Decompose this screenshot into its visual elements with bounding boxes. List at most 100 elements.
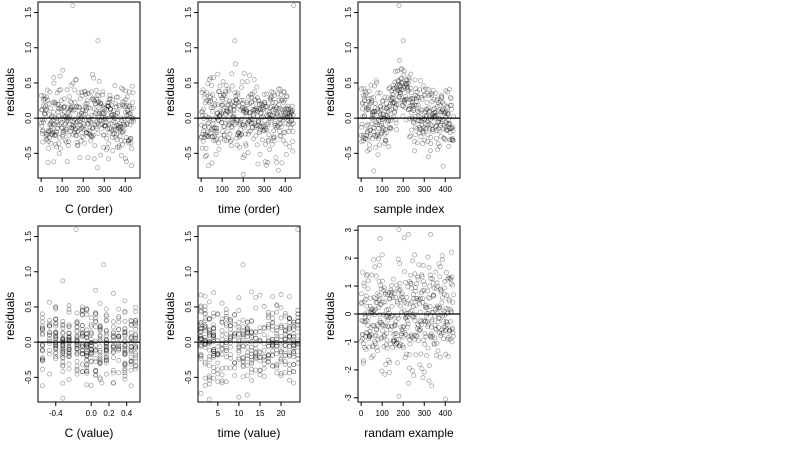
- data-point: [227, 344, 233, 350]
- data-point: [231, 106, 237, 112]
- data-point: [374, 300, 380, 305]
- data-point: [440, 163, 446, 169]
- data-point: [446, 121, 452, 126]
- data-point: [265, 310, 271, 315]
- data-point: [291, 349, 297, 355]
- data-point: [428, 275, 434, 281]
- data-point: [224, 108, 230, 114]
- data-point: [424, 353, 430, 359]
- data-point: [414, 89, 420, 95]
- data-point: [249, 366, 254, 372]
- data-point: [404, 86, 410, 92]
- data-point: [360, 138, 366, 144]
- data-point: [53, 346, 59, 352]
- data-point: [115, 124, 121, 130]
- data-point: [93, 310, 99, 316]
- data-point: [436, 143, 442, 149]
- data-point: [272, 123, 278, 128]
- data-point: [242, 106, 248, 112]
- data-point: [257, 349, 263, 355]
- data-point: [405, 87, 411, 93]
- data-point: [128, 383, 134, 389]
- data-point: [211, 326, 217, 332]
- data-point: [46, 146, 51, 151]
- data-point: [110, 342, 116, 348]
- data-point: [55, 109, 61, 115]
- data-point: [230, 98, 236, 104]
- data-point: [401, 68, 407, 74]
- data-point: [436, 119, 442, 125]
- data-point: [408, 127, 414, 133]
- data-point: [219, 319, 225, 325]
- data-point: [382, 371, 388, 377]
- data-point: [83, 130, 89, 135]
- data-point: [84, 312, 90, 318]
- data-point: [87, 128, 93, 134]
- data-point: [270, 343, 276, 349]
- data-point: [128, 322, 134, 328]
- data-point: [227, 323, 233, 329]
- data-point: [215, 71, 221, 77]
- data-point: [362, 88, 368, 94]
- data-point: [278, 323, 284, 329]
- data-point: [386, 369, 392, 375]
- data-point: [128, 358, 134, 364]
- data-point: [227, 319, 233, 324]
- data-point: [252, 97, 258, 102]
- data-point: [238, 127, 244, 133]
- data-point: [270, 294, 276, 300]
- data-point: [227, 330, 233, 336]
- data-point: [122, 361, 128, 367]
- data-point: [204, 153, 210, 158]
- data-point: [244, 79, 250, 85]
- data-point: [223, 348, 229, 354]
- data-point: [394, 299, 400, 304]
- data-point: [227, 335, 233, 341]
- data-point: [253, 351, 259, 357]
- data-point: [261, 354, 267, 360]
- data-point: [249, 351, 254, 357]
- data-point: [133, 335, 139, 341]
- data-point: [223, 112, 229, 118]
- data-point: [373, 299, 379, 305]
- data-point: [50, 132, 55, 137]
- data-point: [418, 126, 424, 132]
- data-point: [85, 105, 91, 111]
- data-point: [419, 122, 425, 128]
- data-point: [387, 125, 393, 131]
- data-point: [431, 285, 437, 291]
- data-point: [86, 91, 92, 97]
- data-point: [423, 302, 429, 308]
- data-point: [199, 122, 205, 128]
- data-point: [295, 325, 300, 331]
- data-point: [375, 109, 381, 114]
- data-point: [49, 130, 55, 136]
- data-point: [91, 106, 97, 112]
- data-point: [386, 86, 392, 92]
- data-point: [228, 137, 234, 143]
- data-point: [262, 126, 268, 132]
- data-point: [270, 135, 276, 141]
- data-point: [440, 107, 446, 113]
- data-point: [253, 353, 259, 359]
- data-point: [79, 133, 85, 139]
- data-point: [39, 107, 45, 113]
- data-point: [433, 326, 439, 332]
- data-point: [278, 315, 284, 321]
- data-point: [105, 104, 111, 109]
- data-point: [244, 100, 250, 106]
- data-point: [450, 330, 456, 336]
- data-point: [407, 106, 413, 112]
- data-point: [394, 282, 399, 288]
- data-point: [413, 288, 419, 294]
- data-point: [117, 124, 123, 130]
- data-point: [227, 316, 233, 322]
- data-point: [360, 135, 366, 140]
- data-point: [256, 119, 262, 125]
- data-point: [211, 346, 217, 352]
- data-point: [66, 324, 72, 330]
- data-point: [128, 318, 134, 324]
- data-point: [97, 332, 103, 338]
- data-point: [244, 353, 250, 359]
- data-point: [226, 135, 232, 141]
